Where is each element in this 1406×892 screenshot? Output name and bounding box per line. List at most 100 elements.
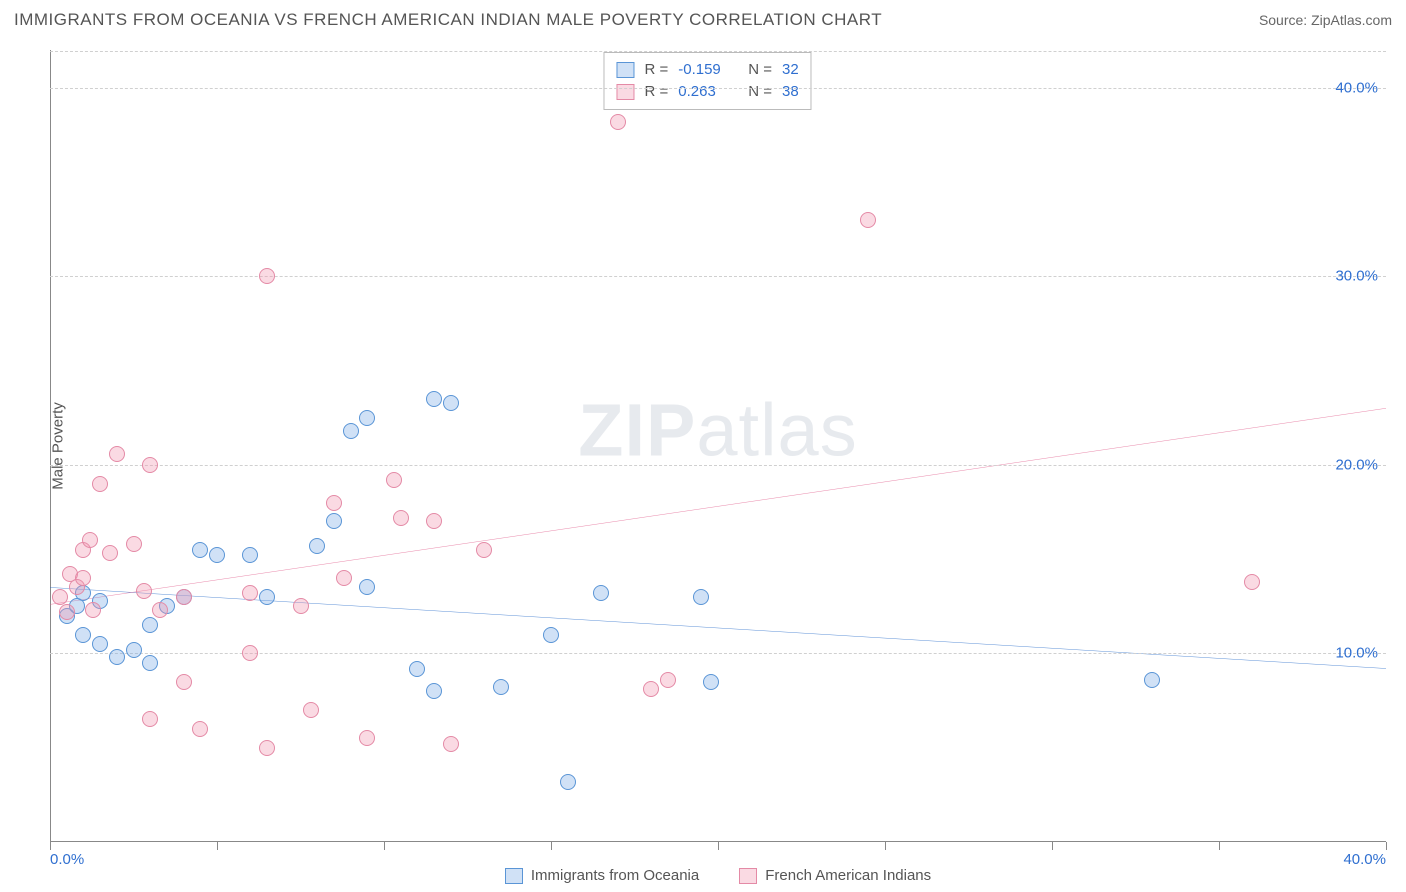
n-value: 32	[782, 59, 799, 81]
data-point	[142, 457, 158, 473]
r-value: 0.263	[678, 81, 726, 103]
data-point	[409, 661, 425, 677]
data-point	[359, 410, 375, 426]
r-label: R =	[644, 59, 668, 81]
watermark: ZIPatlas	[578, 388, 857, 473]
data-point	[543, 627, 559, 643]
data-point	[209, 547, 225, 563]
data-point	[176, 589, 192, 605]
x-tick	[50, 842, 51, 850]
y-tick-label: 20.0%	[1335, 456, 1378, 473]
x-tick	[217, 842, 218, 850]
x-tick	[718, 842, 719, 850]
y-tick-label: 40.0%	[1335, 79, 1378, 96]
chart-title: IMMIGRANTS FROM OCEANIA VS FRENCH AMERIC…	[14, 10, 882, 30]
data-point	[82, 532, 98, 548]
gridline	[50, 276, 1386, 277]
data-point	[359, 579, 375, 595]
data-point	[92, 636, 108, 652]
data-point	[309, 538, 325, 554]
data-point	[476, 542, 492, 558]
data-point	[59, 604, 75, 620]
data-point	[393, 510, 409, 526]
data-point	[242, 547, 258, 563]
chart-header: IMMIGRANTS FROM OCEANIA VS FRENCH AMERIC…	[0, 0, 1406, 34]
legend-swatch	[505, 868, 523, 884]
data-point	[326, 495, 342, 511]
legend-item: Immigrants from Oceania	[505, 867, 699, 884]
data-point	[142, 711, 158, 727]
data-point	[136, 583, 152, 599]
trend-line	[50, 408, 1386, 604]
data-point	[152, 602, 168, 618]
data-point	[643, 681, 659, 697]
data-point	[102, 545, 118, 561]
y-axis-line	[50, 50, 51, 842]
data-point	[126, 642, 142, 658]
n-value: 38	[782, 81, 799, 103]
data-point	[192, 542, 208, 558]
data-point	[693, 589, 709, 605]
data-point	[610, 114, 626, 130]
data-point	[75, 570, 91, 586]
x-tick	[1219, 842, 1220, 850]
data-point	[336, 570, 352, 586]
data-point	[259, 589, 275, 605]
legend-swatch	[739, 868, 757, 884]
gridline	[50, 88, 1386, 89]
data-point	[443, 395, 459, 411]
data-point	[1244, 574, 1260, 590]
x-axis-max-label: 40.0%	[1343, 851, 1386, 868]
data-point	[860, 212, 876, 228]
data-point	[303, 702, 319, 718]
chart-area: ZIPatlas R =-0.159N =32R =0.263N =38 10.…	[50, 50, 1386, 842]
data-point	[293, 598, 309, 614]
data-point	[92, 476, 108, 492]
legend-label: Immigrants from Oceania	[531, 867, 699, 884]
x-axis-min-label: 0.0%	[50, 851, 84, 868]
legend-item: French American Indians	[739, 867, 931, 884]
series-legend: Immigrants from Oceania French American I…	[50, 867, 1386, 884]
data-point	[142, 617, 158, 633]
data-point	[109, 649, 125, 665]
data-point	[242, 585, 258, 601]
r-label: R =	[644, 81, 668, 103]
data-point	[703, 674, 719, 690]
r-value: -0.159	[678, 59, 726, 81]
data-point	[1144, 672, 1160, 688]
data-point	[493, 679, 509, 695]
data-point	[176, 674, 192, 690]
data-point	[109, 446, 125, 462]
data-point	[386, 472, 402, 488]
data-point	[326, 513, 342, 529]
legend-row: R =-0.159N =32	[616, 59, 798, 81]
data-point	[426, 683, 442, 699]
x-tick	[1386, 842, 1387, 850]
data-point	[426, 391, 442, 407]
data-point	[259, 740, 275, 756]
n-label: N =	[748, 81, 772, 103]
data-point	[85, 602, 101, 618]
data-point	[126, 536, 142, 552]
y-tick-label: 10.0%	[1335, 645, 1378, 662]
data-point	[142, 655, 158, 671]
gridline	[50, 465, 1386, 466]
data-point	[259, 268, 275, 284]
data-point	[343, 423, 359, 439]
data-point	[192, 721, 208, 737]
plot-region: ZIPatlas R =-0.159N =32R =0.263N =38 10.…	[50, 50, 1386, 842]
source-label: Source: ZipAtlas.com	[1259, 12, 1392, 28]
data-point	[660, 672, 676, 688]
y-tick-label: 30.0%	[1335, 268, 1378, 285]
legend-swatch	[616, 62, 634, 78]
legend-label: French American Indians	[765, 867, 931, 884]
data-point	[593, 585, 609, 601]
x-tick	[885, 842, 886, 850]
data-point	[242, 645, 258, 661]
data-point	[426, 513, 442, 529]
x-tick	[551, 842, 552, 850]
legend-swatch	[616, 84, 634, 100]
x-tick	[1052, 842, 1053, 850]
gridline	[50, 51, 1386, 52]
data-point	[52, 589, 68, 605]
